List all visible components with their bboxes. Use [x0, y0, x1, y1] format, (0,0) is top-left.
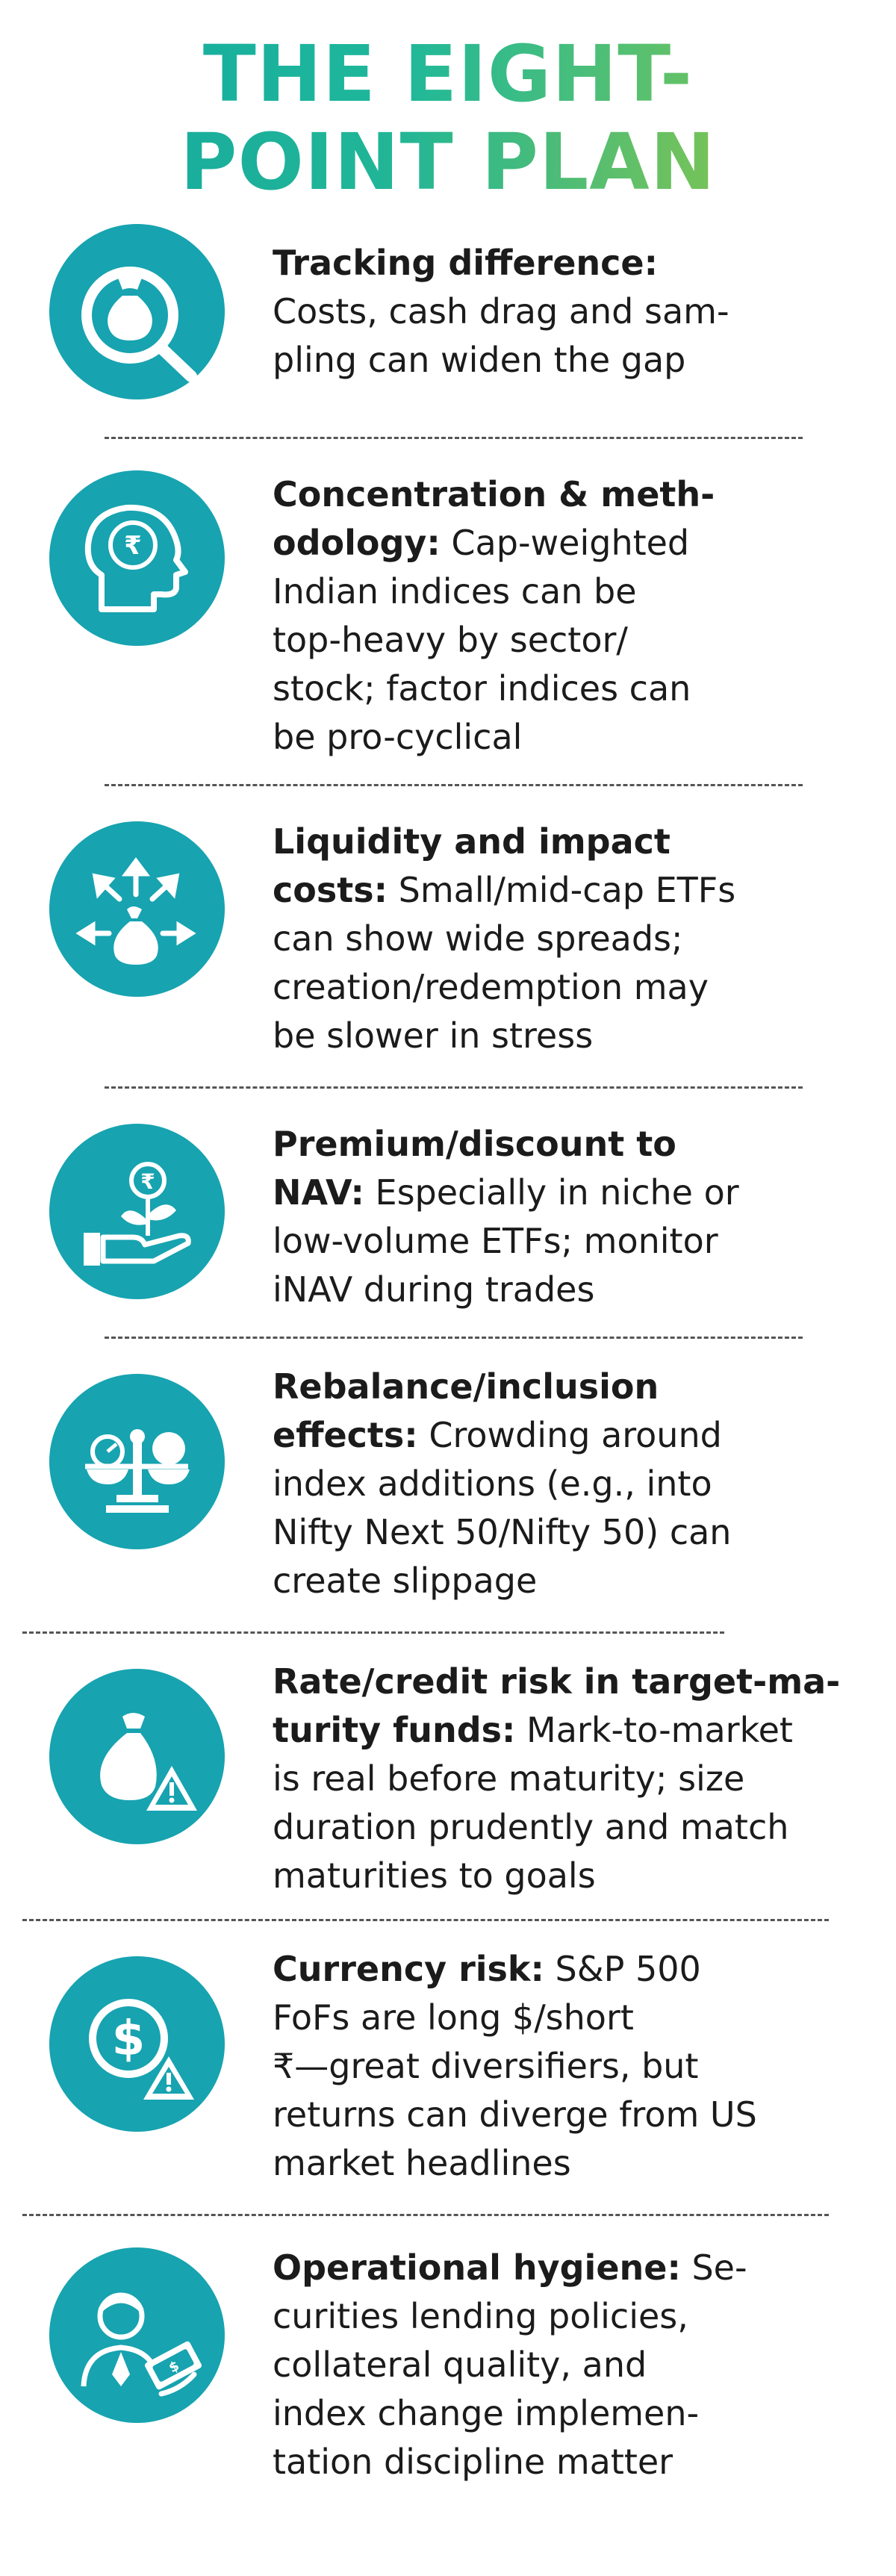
dashed-divider [105, 784, 803, 786]
plan-item-line: returns can diverge from US [273, 2094, 757, 2135]
plan-item-line: Costs, cash drag and sam- [273, 291, 729, 332]
plan-item-line: create slippage [273, 1561, 538, 1601]
plan-item-line: creation/redemption may [273, 967, 709, 1007]
plan-item-heading: Operational hygiene: [273, 2247, 681, 2288]
plan-item-text: Concentration & meth- odology: Cap-weigh… [273, 470, 862, 762]
plan-item-heading-cont: turity funds: [273, 1710, 516, 1750]
dashed-divider [105, 437, 803, 439]
plan-item-line: iNAV during trades [273, 1269, 595, 1310]
plan-item-line: curities lending policies, [273, 2296, 688, 2336]
plan-item-line: market headlines [273, 2143, 571, 2183]
plan-item-line: low-volume ETFs; monitor [273, 1221, 718, 1261]
plan-item-line: Se- [680, 2247, 747, 2288]
plan-item-heading: Rebalance/inclusion [273, 1366, 659, 1407]
plan-item-heading: Currency risk: [273, 1949, 544, 1989]
person-cash-icon: $ [49, 2247, 225, 2423]
plan-item-line: be pro-cyclical [273, 717, 523, 757]
dashed-divider [105, 1337, 803, 1339]
svg-text:₹: ₹ [140, 1169, 155, 1194]
plan-item-text: Tracking difference: Costs, cash drag an… [273, 239, 862, 385]
plan-item-line: tation discipline matter [273, 2442, 673, 2482]
plan-item-heading: Tracking difference: [273, 243, 659, 283]
plan-item-line: FoFs are long $/short [273, 1997, 634, 2038]
plan-item-heading-cont: NAV: [273, 1172, 364, 1213]
plan-item-line: Crowding around [417, 1415, 722, 1455]
page-title: THE EIGHT- POINT PLAN [0, 30, 896, 206]
dashed-divider [22, 2214, 829, 2216]
plan-item-text: Liquidity and impact costs: Small/mid-ca… [273, 818, 862, 1060]
plan-item-line: Mark-to-market [515, 1710, 793, 1750]
hand-plant-rupee-icon: ₹ [49, 1124, 225, 1299]
plan-item-line: duration prudently and match [273, 1807, 789, 1847]
dashed-divider [105, 1086, 803, 1089]
plan-item-line: Cap-weighted [440, 523, 690, 563]
plan-item-line: index additions (e.g., into [273, 1463, 712, 1504]
plan-item-text: Operational hygiene: Se- curities lendin… [273, 2244, 862, 2486]
money-bag-magnifier-icon [49, 224, 225, 399]
dashed-divider [22, 1631, 724, 1634]
plan-item-text: Rebalance/inclusion effects: Crowding ar… [273, 1363, 862, 1605]
plan-item-line: Nifty Next 50/Nifty 50) can [273, 1512, 732, 1552]
plan-item-line: stock; factor indices can [273, 668, 691, 709]
dollar-warning-icon: $ [49, 1956, 225, 2132]
plan-item-line: top-heavy by sector/ [273, 620, 628, 660]
plan-item-text: Currency risk: S&P 500 FoFs are long $/s… [273, 1945, 862, 2188]
plan-item-line: is real before maturity; size [273, 1758, 745, 1799]
plan-item-text: Premium/discount to NAV: Especially in n… [273, 1120, 862, 1314]
plan-item-heading: Rate/credit risk in target-ma- [273, 1661, 841, 1702]
dashed-divider [22, 1919, 829, 1921]
money-bag-arrows-icon [49, 821, 225, 997]
plan-item-line: ₹—great diversifiers, but [273, 2046, 699, 2086]
plan-item-line: can show wide spreads; [273, 918, 683, 959]
plan-item-text: Rate/credit risk in target-ma- turity fu… [273, 1658, 862, 1900]
svg-text:₹: ₹ [124, 531, 142, 561]
title-line-1: THE EIGHT- [0, 30, 896, 118]
plan-item-line: Indian indices can be [273, 571, 637, 612]
plan-item-heading-cont: costs: [273, 870, 388, 910]
plan-item-line: index change implemen- [273, 2393, 700, 2433]
plan-item-line: be slower in stress [273, 1015, 594, 1056]
plan-item-line: maturities to goals [273, 1855, 596, 1896]
plan-item-heading: Concentration & meth- [273, 474, 715, 514]
balance-scale-icon [49, 1374, 225, 1549]
plan-item-heading: Premium/discount to [273, 1124, 676, 1164]
plan-item-line: Especially in niche or [364, 1172, 739, 1213]
plan-item-heading-cont: effects: [273, 1415, 418, 1455]
money-bag-warning-icon [49, 1669, 225, 1844]
plan-item-heading: Liquidity and impact [273, 821, 671, 862]
plan-item-line: S&P 500 [544, 1949, 701, 1989]
plan-item-line: pling can widen the gap [273, 340, 686, 380]
plan-item-line: Small/mid-cap ETFs [388, 870, 736, 910]
title-line-2: POINT PLAN [0, 118, 896, 206]
plan-item-heading-cont: odology: [273, 523, 441, 563]
head-rupee-brain-icon: ₹ [49, 470, 225, 646]
plan-item-line: collateral quality, and [273, 2345, 647, 2385]
svg-text:$: $ [112, 2012, 146, 2067]
